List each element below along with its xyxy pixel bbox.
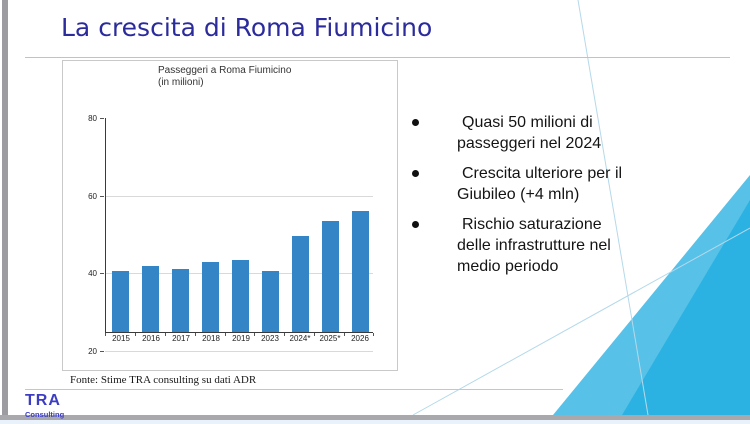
bar-chart: 20 40 60 80 2015 2016 2017 2018 2019 2023 2024* 202… <box>63 61 397 370</box>
x-axis-tick <box>344 333 345 336</box>
bar <box>292 236 309 332</box>
bullet-line: Rischio saturazione <box>462 216 602 233</box>
y-axis-tick <box>100 196 104 197</box>
y-axis-tick-label: 40 <box>88 269 97 278</box>
x-axis-tick <box>284 333 285 336</box>
bar <box>112 271 129 332</box>
bullet-icon <box>412 119 419 126</box>
window-edge-bottom <box>0 415 750 420</box>
bullet-line: Crescita ulteriore per il <box>462 165 623 182</box>
bullet-line: delle infrastrutture nel <box>457 237 611 254</box>
source-note: Fonte: Stime TRA consulting su dati ADR <box>70 374 257 386</box>
page-title: La crescita di Roma Fiumicino <box>61 13 433 42</box>
chart-card: Passeggeri a Roma Fiumicino (in milioni)… <box>62 60 398 371</box>
y-axis-tick <box>100 118 104 119</box>
footer-divider <box>25 389 563 390</box>
x-axis-tick-label: 2016 <box>142 334 160 343</box>
x-axis-tick <box>373 333 374 336</box>
list-item: Quasi 50 milioni di passeggeri nel 2024 <box>412 112 672 154</box>
x-axis-tick <box>105 333 106 336</box>
bar <box>232 260 249 332</box>
logo-text: TRA <box>25 392 61 409</box>
y-axis-tick <box>100 351 104 352</box>
y-axis-tick-label: 80 <box>88 114 97 123</box>
x-axis-tick-label: 2026 <box>351 334 369 343</box>
chart-title: Passeggeri a Roma Fiumicino <box>158 65 292 76</box>
x-axis-tick <box>195 333 196 336</box>
window-edge-bottom-pale <box>0 420 750 424</box>
bullet-line: Giubileo (+4 mln) <box>457 186 580 203</box>
bullet-icon <box>412 170 419 177</box>
gridline <box>105 196 373 197</box>
decor-line-shallow <box>412 227 750 416</box>
teal-triangle-dark <box>622 200 750 415</box>
bullet-text: Quasi 50 milioni di passeggeri nel 2024 <box>457 112 601 154</box>
tra-consulting-logo: TRA Consulting <box>25 393 64 419</box>
chart-subtitle: (in milioni) <box>158 77 204 88</box>
bullet-list: Quasi 50 milioni di passeggeri nel 2024 … <box>412 112 672 286</box>
bullet-line: passeggeri nel 2024 <box>457 135 602 152</box>
x-axis-tick-label: 2019 <box>232 334 250 343</box>
bar <box>262 271 279 332</box>
bar <box>322 221 339 332</box>
y-axis-line <box>105 118 106 332</box>
bullet-line: Quasi 50 milioni di <box>462 114 593 131</box>
x-axis-line <box>105 332 373 333</box>
x-axis-tick <box>165 333 166 336</box>
gridline <box>105 351 373 352</box>
y-axis-tick <box>100 273 104 274</box>
logo-subtext: Consulting <box>25 410 65 419</box>
bullet-text: Rischio saturazione delle infrastrutture… <box>457 214 611 277</box>
decor-line-steep <box>577 0 649 416</box>
bar <box>202 262 219 332</box>
x-axis-tick-label: 2015 <box>112 334 130 343</box>
x-axis-tick-label: 2017 <box>172 334 190 343</box>
y-axis-tick-label: 60 <box>88 192 97 201</box>
bullet-text: Crescita ulteriore per il Giubileo (+4 m… <box>457 163 622 205</box>
bar <box>172 269 189 332</box>
x-axis-tick <box>225 333 226 336</box>
x-axis-tick <box>254 333 255 336</box>
list-item: Rischio saturazione delle infrastrutture… <box>412 214 672 277</box>
x-axis-tick-label: 2018 <box>202 334 220 343</box>
x-axis-tick <box>314 333 315 336</box>
bar <box>352 211 369 332</box>
bullet-line: medio periodo <box>457 258 559 275</box>
x-axis-tick-label: 2023 <box>261 334 279 343</box>
x-axis-tick-label: 2024* <box>289 334 311 343</box>
y-axis-tick-label: 20 <box>88 347 97 356</box>
window-edge-left <box>2 0 8 415</box>
x-axis-tick-label: 2025* <box>319 334 341 343</box>
x-axis-tick <box>135 333 136 336</box>
bar <box>142 266 159 332</box>
title-underline <box>25 57 730 58</box>
bullet-icon <box>412 221 419 228</box>
list-item: Crescita ulteriore per il Giubileo (+4 m… <box>412 163 672 205</box>
